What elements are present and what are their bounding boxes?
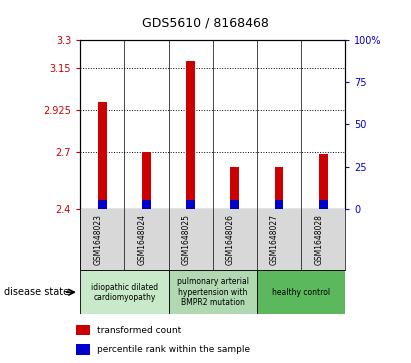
- Bar: [76, 325, 90, 335]
- Text: GDS5610 / 8168468: GDS5610 / 8168468: [142, 16, 269, 29]
- Text: GSM1648023: GSM1648023: [93, 214, 102, 265]
- Bar: [319, 200, 328, 209]
- Text: healthy control: healthy control: [272, 288, 330, 297]
- Bar: [98, 102, 107, 209]
- Bar: [142, 200, 151, 209]
- Bar: [169, 209, 213, 270]
- Text: GSM1648025: GSM1648025: [182, 214, 191, 265]
- Text: GSM1648024: GSM1648024: [137, 214, 146, 265]
- Bar: [275, 167, 283, 209]
- Bar: [275, 200, 283, 209]
- Bar: [257, 270, 345, 314]
- Bar: [98, 200, 107, 209]
- Text: GSM1648027: GSM1648027: [270, 214, 279, 265]
- Text: idiopathic dilated
cardiomyopathy: idiopathic dilated cardiomyopathy: [91, 282, 158, 302]
- Bar: [230, 200, 239, 209]
- Text: disease state: disease state: [4, 287, 69, 297]
- Bar: [230, 167, 239, 209]
- Bar: [186, 200, 195, 209]
- Text: GSM1648026: GSM1648026: [226, 214, 235, 265]
- Bar: [76, 344, 90, 355]
- Bar: [80, 270, 169, 314]
- Bar: [80, 209, 124, 270]
- Bar: [257, 209, 301, 270]
- Bar: [186, 61, 195, 209]
- Bar: [124, 209, 169, 270]
- Bar: [142, 152, 151, 209]
- Text: GSM1648028: GSM1648028: [314, 214, 323, 265]
- Bar: [169, 270, 257, 314]
- Bar: [213, 209, 257, 270]
- Text: transformed count: transformed count: [97, 326, 182, 335]
- Bar: [319, 154, 328, 209]
- Text: pulmonary arterial
hypertension with
BMPR2 mutation: pulmonary arterial hypertension with BMP…: [177, 277, 249, 307]
- Text: percentile rank within the sample: percentile rank within the sample: [97, 345, 251, 354]
- Bar: [301, 209, 345, 270]
